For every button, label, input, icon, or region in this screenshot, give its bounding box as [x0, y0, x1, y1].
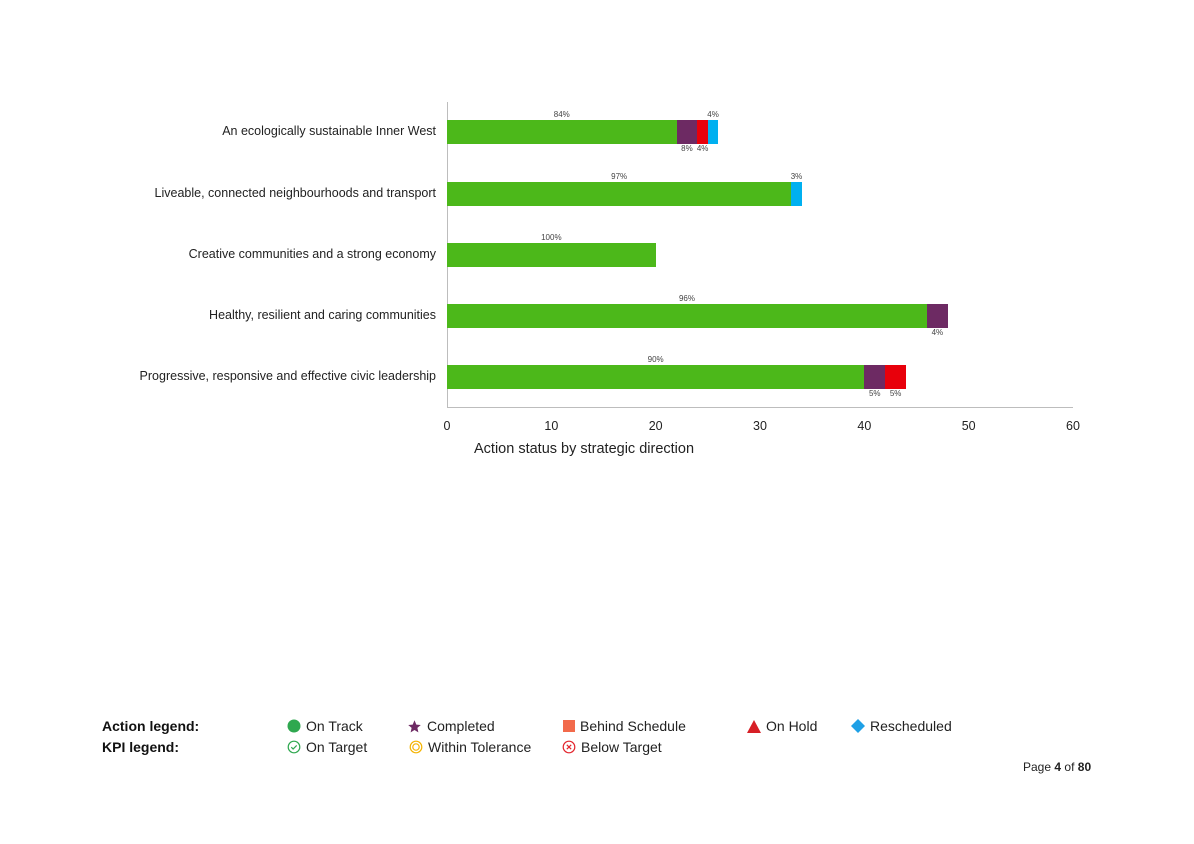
data-label: 5% — [889, 389, 902, 398]
data-label: 4% — [931, 328, 944, 337]
x-tick-label: 50 — [961, 419, 976, 433]
legend-label: Rescheduled — [870, 718, 952, 734]
data-label: 100% — [541, 233, 562, 242]
bar-segment-on-track — [447, 120, 677, 144]
triangle-icon — [747, 719, 766, 733]
bar-segment-behind-schedule — [885, 365, 907, 389]
data-label: 4% — [696, 144, 709, 153]
bar-segment-behind-schedule — [697, 120, 708, 144]
legend-item-completed: Completed — [407, 718, 495, 734]
legend-item-within-tolerance: Within Tolerance — [409, 739, 531, 755]
data-label: 4% — [707, 110, 719, 119]
square-icon — [563, 720, 580, 732]
x-tick-label: 20 — [648, 419, 663, 433]
check-circle-icon — [287, 740, 306, 754]
legend-item-on-track: On Track — [287, 718, 363, 734]
page-number: Page 4 of 80 — [1023, 760, 1092, 774]
action-status-chart: An ecologically sustainable Inner West Li… — [139, 102, 1080, 457]
x-tick-label: 0 — [443, 419, 451, 433]
bar-segment-completed — [676, 120, 698, 144]
diamond-icon — [851, 719, 870, 733]
legend-item-rescheduled: Rescheduled — [851, 718, 952, 734]
x-circle-icon — [562, 740, 581, 754]
bar-segment-on-track — [447, 304, 927, 328]
x-axis-line — [447, 407, 1073, 408]
data-label: 5% — [868, 389, 881, 398]
legend-label: On Track — [306, 718, 363, 734]
x-tick-label: 10 — [544, 419, 559, 433]
data-label: 84% — [553, 110, 570, 119]
category-label: Progressive, responsive and effective ci… — [139, 369, 436, 383]
category-label: Liveable, connected neighbourhoods and t… — [154, 186, 436, 200]
x-axis-title: Action status by strategic direction — [474, 441, 695, 457]
data-label: 90% — [647, 355, 664, 364]
bar-segment-completed — [864, 365, 886, 389]
category-label: An ecologically sustainable Inner West — [222, 124, 436, 138]
category-label: Creative communities and a strong econom… — [188, 247, 436, 261]
legend-item-on-hold: On Hold — [747, 718, 817, 734]
legend-label: On Target — [306, 739, 368, 755]
bar-segment-on-track — [447, 365, 865, 389]
data-label: 96% — [678, 294, 695, 303]
bar-segment-rescheduled — [707, 120, 719, 144]
star-icon — [407, 719, 427, 734]
bar-segment-on-track — [447, 182, 792, 206]
legend-item-on-target: On Target — [287, 739, 367, 755]
bar-segment-on-track — [447, 243, 656, 267]
action-legend-title: Action legend: — [102, 718, 200, 734]
data-label: 3% — [790, 172, 803, 181]
target-icon — [409, 740, 428, 754]
legend-label: Behind Schedule — [580, 718, 686, 734]
legend-label: Below Target — [581, 739, 662, 755]
legend-item-behind-schedule: Behind Schedule — [563, 718, 686, 734]
data-label: 8% — [681, 144, 693, 153]
legend-label: Completed — [427, 718, 495, 734]
bar-segment-rescheduled — [791, 182, 802, 206]
x-tick-label: 30 — [753, 419, 767, 433]
legend-label: On Hold — [766, 718, 818, 734]
category-label: Healthy, resilient and caring communitie… — [209, 308, 436, 322]
circle-icon — [287, 719, 306, 733]
legend-item-below-target: Below Target — [562, 739, 662, 755]
kpi-legend-title: KPI legend: — [102, 739, 180, 755]
x-tick-label: 60 — [1066, 419, 1080, 433]
legend-label: Within Tolerance — [428, 739, 532, 755]
x-tick-label: 40 — [857, 419, 872, 433]
data-label: 97% — [611, 172, 628, 181]
bar-segment-completed — [926, 304, 948, 328]
